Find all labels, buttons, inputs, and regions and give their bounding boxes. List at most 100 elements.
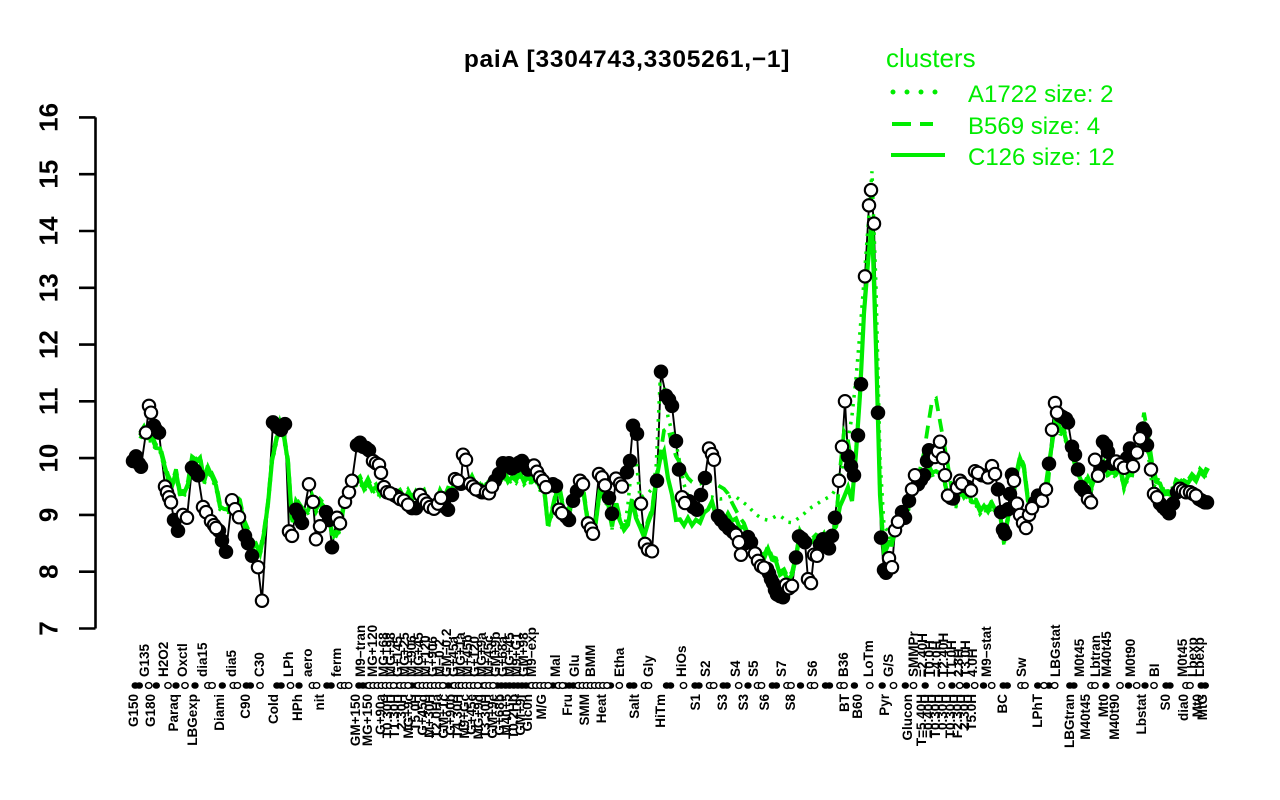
svg-text:G+90a: G+90a: [373, 694, 388, 735]
svg-text:7: 7: [34, 621, 64, 635]
svg-text:Mal: Mal: [548, 654, 563, 677]
svg-text:M9+Gc: M9+Gc: [457, 694, 472, 739]
svg-text:S3: S3: [736, 694, 751, 711]
svg-text:S3: S3: [715, 694, 730, 711]
svg-text:M9−tran: M9−tran: [353, 625, 368, 677]
svg-text:M0t90: M0t90: [1123, 639, 1138, 677]
svg-text:T5.0H: T5.0H: [964, 694, 979, 731]
svg-text:11: 11: [34, 388, 64, 416]
svg-text:M−0.2: M−0.2: [432, 639, 447, 677]
svg-text:G+45a: G+45a: [446, 636, 461, 677]
svg-text:MG+45: MG+45: [411, 632, 426, 677]
svg-text:Sw: Sw: [1014, 657, 1029, 677]
svg-text:S2: S2: [698, 660, 713, 677]
svg-text:aero: aero: [300, 648, 315, 677]
svg-text:G/S: G/S: [881, 654, 896, 677]
svg-text:GM+98: GM+98: [516, 632, 531, 677]
svg-text:Glucon: Glucon: [900, 694, 915, 741]
svg-text:HiTm: HiTm: [653, 694, 668, 728]
svg-text:ferm: ferm: [329, 648, 344, 677]
svg-text:G+45d: G+45d: [415, 694, 430, 736]
svg-text:G+68a: G+68a: [495, 636, 510, 677]
svg-text:Gly: Gly: [641, 655, 656, 677]
svg-text:12: 12: [34, 330, 64, 359]
svg-text:G180: G180: [143, 694, 158, 727]
svg-text:S8: S8: [783, 694, 798, 711]
svg-text:LBGexp: LBGexp: [185, 694, 200, 746]
svg-text:T2.0Ha: T2.0Ha: [429, 694, 444, 739]
svg-text:B36: B36: [836, 652, 851, 677]
svg-text:M40t45: M40t45: [1099, 631, 1114, 677]
svg-text:dia15: dia15: [195, 642, 210, 677]
svg-text:BMM: BMM: [583, 645, 598, 677]
svg-text:2.8H: 2.8H: [951, 648, 966, 677]
svg-text:GM+150: GM+150: [348, 694, 363, 746]
svg-text:M/G: M/G: [534, 694, 549, 720]
svg-text:HPh: HPh: [290, 694, 305, 721]
svg-text:S1: S1: [688, 694, 703, 711]
svg-text:G+45e: G+45e: [464, 694, 479, 735]
svg-text:T3.0H: T3.0H: [958, 640, 973, 677]
svg-text:BC: BC: [995, 694, 1010, 714]
svg-text:paiA [3304743,3305261,−1]: paiA [3304743,3305261,−1]: [464, 46, 790, 73]
svg-text:M9−stat: M9−stat: [979, 626, 994, 677]
svg-text:G+145: G+145: [390, 636, 405, 677]
svg-text:S6: S6: [805, 660, 820, 677]
svg-text:dia0: dia0: [1176, 694, 1191, 721]
svg-text:GM+1c: GM+1c: [436, 694, 451, 739]
svg-text:T1.30H: T1.30H: [387, 694, 402, 738]
svg-text:F2.30H: F2.30H: [950, 694, 965, 738]
svg-text:LBGstat: LBGstat: [1048, 624, 1063, 677]
svg-text:C90: C90: [238, 694, 253, 719]
svg-text:2.30H: 2.30H: [957, 694, 972, 730]
svg-text:MG+9c: MG+9c: [401, 694, 416, 739]
svg-text:BT: BT: [837, 693, 852, 712]
svg-text:G+906: G+906: [425, 636, 440, 677]
svg-text:14: 14: [34, 216, 64, 245]
svg-text:GM−0.2: GM−0.2: [439, 629, 454, 677]
svg-text:2.30H: 2.30H: [394, 694, 409, 730]
svg-text:MG+120: MG+120: [365, 625, 380, 677]
svg-text:MG+9a: MG+9a: [474, 632, 489, 677]
svg-text:G150: G150: [126, 694, 141, 727]
svg-text:LPhT: LPhT: [1030, 693, 1045, 727]
svg-text:SMMPr: SMMPr: [906, 631, 921, 678]
svg-text:S5: S5: [746, 660, 761, 677]
svg-text:Mt0: Mt0: [1190, 694, 1205, 717]
svg-text:Lbtran: Lbtran: [1088, 635, 1103, 677]
svg-text:Etha: Etha: [612, 647, 627, 677]
svg-text:H2O2: H2O2: [156, 642, 171, 677]
svg-text:T0.2Hb: T0.2Hb: [506, 694, 521, 739]
svg-text:T=5.40H: T=5.40H: [914, 694, 929, 746]
svg-text:M+120: M+120: [418, 635, 433, 677]
svg-text:T4.30H: T4.30H: [450, 694, 465, 738]
svg-text:M0t45: M0t45: [1072, 638, 1087, 677]
svg-text:=4.0H: =4.0H: [929, 641, 944, 677]
svg-text:=2.40H: =2.40H: [915, 633, 930, 677]
svg-text:T2.40H: T2.40H: [936, 633, 951, 677]
svg-text:15: 15: [34, 160, 64, 189]
svg-text:MtG: MtG: [1195, 694, 1210, 720]
svg-text:MG+150: MG+150: [360, 694, 375, 746]
svg-text:13: 13: [34, 273, 64, 302]
svg-text:Diami: Diami: [212, 694, 227, 731]
svg-text:Glu: Glu: [567, 655, 582, 678]
svg-text:8: 8: [34, 564, 64, 578]
svg-text:MG+9d: MG+9d: [471, 694, 486, 739]
svg-text:Oxctl: Oxctl: [175, 643, 190, 677]
svg-text:T0.30H: T0.30H: [928, 694, 943, 738]
svg-text:MG+25: MG+25: [397, 632, 412, 677]
svg-text:Cold: Cold: [266, 694, 281, 724]
svg-text:M+30H: M+30H: [422, 694, 437, 738]
svg-text:Lbstat: Lbstat: [1134, 693, 1149, 734]
svg-text:16: 16: [34, 103, 64, 132]
svg-text:10: 10: [34, 444, 64, 473]
svg-text:MG+45: MG+45: [502, 632, 517, 677]
svg-text:9: 9: [34, 508, 64, 522]
svg-text:4.0H: 4.0H: [965, 648, 980, 677]
svg-text:0.30H: 0.30H: [935, 694, 950, 730]
svg-text:S4: S4: [728, 660, 743, 677]
svg-text:MG+98: MG+98: [383, 632, 398, 677]
svg-text:M40t45: M40t45: [1078, 694, 1093, 740]
svg-text:Paraq: Paraq: [166, 694, 181, 732]
